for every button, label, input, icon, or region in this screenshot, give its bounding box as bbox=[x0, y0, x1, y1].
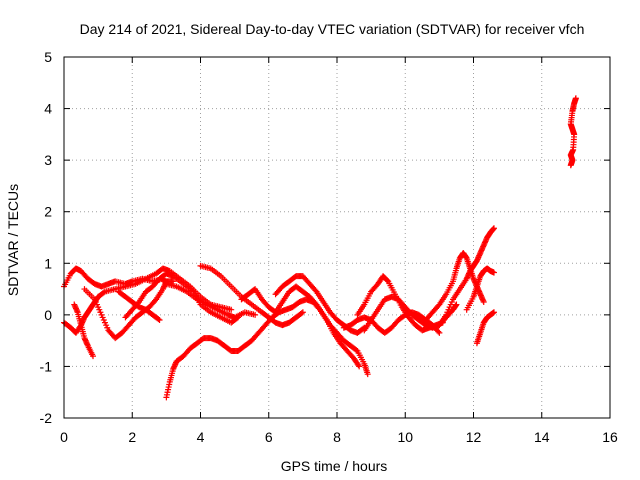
data-point bbox=[364, 371, 371, 378]
x-tick-label: 0 bbox=[60, 429, 68, 445]
y-axis-label: SDTVAR / TECUs bbox=[5, 184, 21, 296]
data-point bbox=[480, 298, 487, 305]
data-marks bbox=[61, 95, 579, 401]
series-arc-15 bbox=[436, 225, 497, 329]
data-point bbox=[152, 297, 158, 304]
y-tick-label: 2 bbox=[44, 204, 52, 220]
series-arc-13 bbox=[361, 293, 460, 334]
data-point bbox=[298, 310, 305, 317]
x-tick-label: 10 bbox=[397, 429, 413, 445]
x-tick-label: 6 bbox=[265, 429, 273, 445]
series-arc-8 bbox=[197, 262, 306, 329]
data-point bbox=[156, 317, 163, 324]
y-tick-label: 0 bbox=[44, 307, 52, 323]
data-point bbox=[299, 309, 306, 316]
x-tick-label: 12 bbox=[466, 429, 482, 445]
series-arc-10 bbox=[272, 273, 368, 336]
data-point bbox=[435, 302, 442, 309]
data-point bbox=[453, 301, 460, 308]
data-point bbox=[353, 347, 360, 354]
data-point bbox=[170, 278, 177, 285]
data-point bbox=[252, 311, 259, 318]
x-tick-label: 8 bbox=[333, 429, 341, 445]
series-arc-17 bbox=[473, 309, 497, 347]
series-arc-16 bbox=[463, 265, 497, 313]
y-tick-label: 1 bbox=[44, 255, 52, 271]
data-point bbox=[312, 287, 319, 294]
y-axis-ticks: -2 -1 0 1 2 3 4 5 bbox=[40, 49, 610, 426]
data-point bbox=[233, 315, 240, 322]
data-point bbox=[572, 95, 579, 102]
data-point bbox=[490, 225, 497, 232]
series-arc-9 bbox=[238, 283, 371, 378]
y-tick-label: 3 bbox=[44, 152, 52, 168]
x-axis-label: GPS time / hours bbox=[281, 458, 388, 474]
data-point bbox=[436, 329, 443, 336]
data-point bbox=[155, 316, 162, 323]
data-point bbox=[384, 277, 391, 284]
data-point bbox=[235, 314, 242, 321]
data-point bbox=[490, 309, 497, 316]
x-axis-ticks: 0 2 4 6 8 10 12 14 16 bbox=[60, 57, 618, 445]
data-point bbox=[100, 289, 107, 296]
data-point bbox=[228, 306, 235, 313]
y-tick-label: 5 bbox=[44, 49, 52, 65]
data-point bbox=[356, 363, 363, 370]
data-point bbox=[490, 269, 497, 276]
x-tick-label: 2 bbox=[128, 429, 136, 445]
data-point bbox=[90, 353, 97, 360]
data-point bbox=[134, 300, 141, 307]
series-arc-3 bbox=[71, 301, 97, 360]
x-tick-label: 14 bbox=[534, 429, 550, 445]
x-tick-label: 16 bbox=[602, 429, 618, 445]
grid-lines bbox=[64, 57, 610, 418]
data-point bbox=[355, 362, 362, 369]
chart-title: Day 214 of 2021, Sidereal Day-to-day VTE… bbox=[80, 21, 585, 37]
y-tick-label: -2 bbox=[40, 410, 53, 426]
data-point bbox=[435, 328, 442, 335]
data-point bbox=[312, 300, 319, 307]
series-arc-12 bbox=[340, 309, 443, 336]
series-arc-18 bbox=[567, 95, 579, 169]
series-arc-6 bbox=[122, 270, 242, 326]
y-tick-label: -1 bbox=[40, 358, 53, 374]
y-tick-label: 4 bbox=[44, 101, 52, 117]
x-tick-label: 4 bbox=[197, 429, 205, 445]
